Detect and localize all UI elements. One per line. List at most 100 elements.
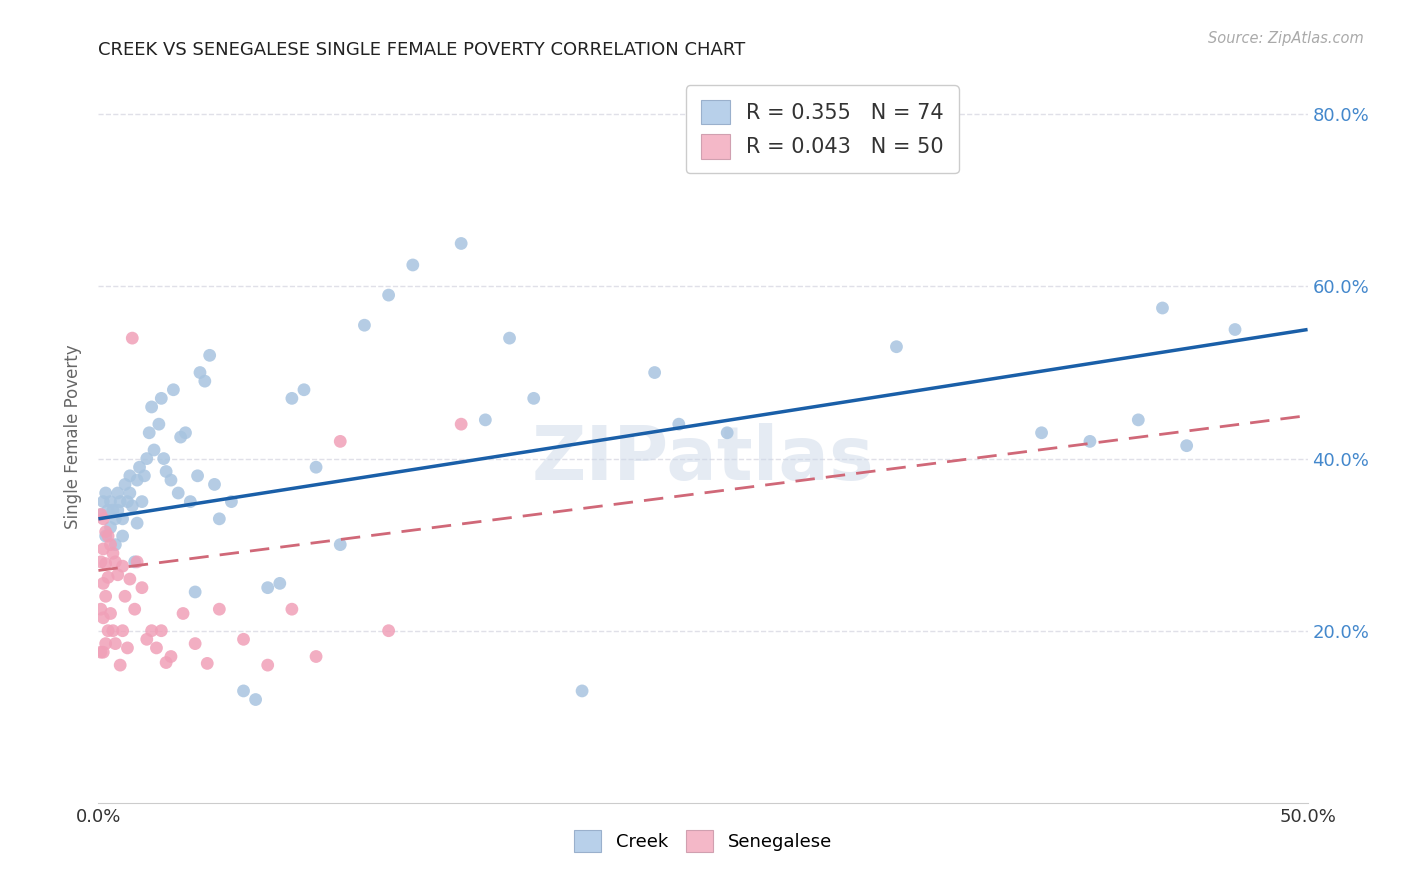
Point [121, 499, 143, 513]
Point [141, 624, 163, 638]
Point [498, 331, 520, 345]
Point [90, 602, 112, 616]
Point [523, 392, 546, 406]
Text: Source: ZipAtlas.com: Source: ZipAtlas.com [1208, 31, 1364, 46]
Y-axis label: Single Female Poverty: Single Female Poverty [65, 345, 83, 529]
Point [97, 529, 120, 543]
Point [114, 477, 136, 491]
Point [135, 632, 157, 647]
Point [90, 645, 112, 659]
Point [104, 538, 127, 552]
Point [145, 640, 167, 655]
Point [101, 503, 124, 517]
Point [134, 468, 156, 483]
Point [169, 430, 191, 444]
Point [94, 637, 117, 651]
Point [187, 468, 209, 483]
Point [886, 340, 908, 354]
Point [204, 477, 226, 491]
Point [174, 425, 197, 440]
Point [111, 559, 134, 574]
Point [668, 417, 690, 432]
Point [94, 524, 117, 539]
Point [108, 658, 131, 673]
Point [353, 318, 375, 333]
Point [118, 486, 141, 500]
Point [107, 567, 129, 582]
Text: CREEK VS SENEGALESE SINGLE FEMALE POVERTY CORRELATION CHART: CREEK VS SENEGALESE SINGLE FEMALE POVERT… [98, 41, 745, 59]
Point [91, 541, 114, 556]
Point [245, 692, 267, 706]
Point [329, 538, 352, 552]
Legend: Creek, Senegalese: Creek, Senegalese [567, 823, 839, 860]
Point [152, 451, 174, 466]
Point [138, 425, 160, 440]
Point [118, 572, 141, 586]
Point [97, 503, 120, 517]
Point [155, 465, 177, 479]
Point [111, 624, 134, 638]
Point [127, 555, 149, 569]
Point [90, 508, 112, 522]
Point [127, 516, 149, 530]
Point [100, 494, 122, 508]
Point [188, 366, 211, 380]
Point [91, 611, 114, 625]
Point [104, 512, 127, 526]
Point [329, 434, 352, 449]
Point [91, 576, 114, 591]
Point [94, 486, 117, 500]
Point [402, 258, 425, 272]
Point [208, 602, 231, 616]
Point [114, 589, 136, 603]
Point [91, 512, 114, 526]
Point [377, 288, 399, 302]
Point [131, 494, 153, 508]
Point [450, 236, 472, 251]
Point [94, 589, 117, 603]
Point [91, 645, 114, 659]
Point [269, 576, 291, 591]
Point [124, 602, 146, 616]
Point [172, 607, 194, 621]
Point [232, 684, 254, 698]
Point [450, 417, 472, 432]
Point [162, 383, 184, 397]
Point [90, 508, 112, 522]
Point [97, 570, 120, 584]
Point [195, 657, 218, 671]
Point [716, 425, 738, 440]
Point [117, 494, 139, 508]
Point [377, 624, 399, 638]
Point [155, 656, 177, 670]
Point [1152, 301, 1174, 315]
Point [141, 400, 163, 414]
Point [644, 366, 666, 380]
Point [184, 585, 207, 599]
Point [281, 392, 304, 406]
Point [474, 413, 496, 427]
Point [208, 512, 231, 526]
Point [160, 473, 183, 487]
Point [256, 581, 278, 595]
Point [135, 451, 157, 466]
Point [101, 546, 124, 560]
Point [167, 486, 190, 500]
Point [100, 520, 122, 534]
Point [148, 417, 170, 432]
Point [143, 442, 166, 457]
Point [221, 494, 243, 508]
Point [100, 607, 122, 621]
Point [111, 512, 134, 526]
Point [90, 555, 112, 569]
Point [111, 529, 134, 543]
Point [571, 684, 593, 698]
Point [104, 637, 127, 651]
Point [198, 348, 221, 362]
Point [194, 374, 217, 388]
Point [101, 624, 124, 638]
Point [305, 649, 328, 664]
Point [256, 658, 278, 673]
Point [1128, 413, 1150, 427]
Point [117, 640, 139, 655]
